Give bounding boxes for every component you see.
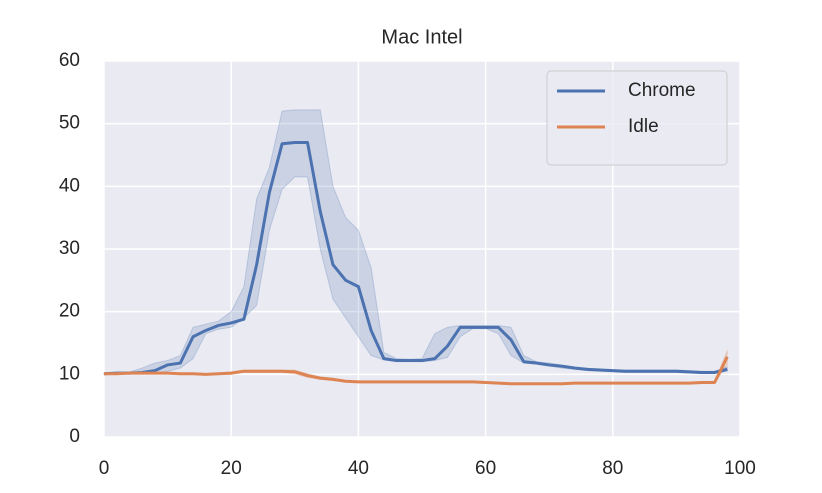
x-tick-label: 20 — [221, 458, 242, 479]
confidence-band — [103, 109, 728, 375]
x-tick-label: 80 — [602, 458, 623, 479]
x-tick-label: 40 — [348, 458, 369, 479]
y-tick-label: 30 — [59, 238, 80, 259]
x-tick-label: 60 — [475, 458, 496, 479]
y-tick-label: 60 — [59, 50, 80, 71]
y-tick-label: 0 — [69, 426, 80, 447]
y-tick-label: 40 — [59, 175, 80, 196]
y-tick-label: 20 — [59, 301, 80, 322]
x-tick-label: 100 — [724, 458, 756, 479]
y-tick-label: 10 — [59, 363, 80, 384]
line — [103, 140, 728, 376]
legend-box — [546, 70, 728, 166]
x-tick-label: 0 — [99, 458, 110, 479]
legend-label: Chrome — [628, 80, 696, 101]
y-tick-label: 50 — [59, 113, 80, 134]
legend-label: Idle — [628, 116, 659, 137]
chart-title: Mac Intel — [381, 26, 462, 48]
line — [104, 356, 729, 386]
